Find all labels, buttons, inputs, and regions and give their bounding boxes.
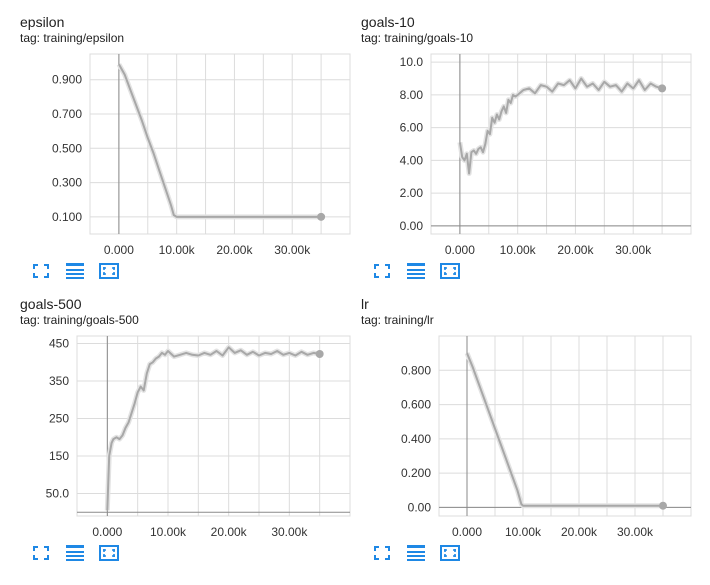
plot-area: 0.000 10.00k 20.00k 30.00k 0.100 0.300 0.500 0.… xyxy=(52,53,351,257)
chart-card-lr: lr tag: training/lr 0.000 10.00k 20.00k 30.… xyxy=(361,296,701,578)
y-tick-label: 10.0 xyxy=(400,55,424,69)
y-tick-label: 0.700 xyxy=(52,107,82,121)
data-table-icon[interactable] xyxy=(64,262,86,280)
y-tick-label: 350 xyxy=(49,374,69,388)
y-tick-label: 0.100 xyxy=(52,210,82,224)
chart-toolbar xyxy=(371,544,461,562)
chart-toolbar xyxy=(30,544,120,562)
chart-tag: tag: training/lr xyxy=(361,313,434,327)
chart-title: epsilon xyxy=(20,14,65,30)
expand-icon[interactable] xyxy=(30,262,52,280)
y-tick-label: 0.00 xyxy=(400,219,424,233)
plot-frame xyxy=(430,53,692,235)
expand-icon[interactable] xyxy=(371,544,393,562)
expand-icon[interactable] xyxy=(371,262,393,280)
y-tick-label: 250 xyxy=(49,412,69,426)
x-tick-label: 30.00k xyxy=(271,525,308,539)
y-tick-label: 0.900 xyxy=(52,73,82,87)
chart-toolbar xyxy=(371,262,461,280)
series-line xyxy=(118,63,322,218)
x-tick-label: 0.000 xyxy=(452,525,482,539)
series-line xyxy=(458,77,663,175)
fit-domain-icon[interactable] xyxy=(439,544,461,562)
x-tick-label: 30.00k xyxy=(615,243,652,257)
fit-domain-icon[interactable] xyxy=(98,262,120,280)
chart-tag: tag: training/goals-500 xyxy=(20,313,139,327)
chart-plot[interactable]: 0.000 10.00k 20.00k 30.00k 0.100 0.300 0.500 0.… xyxy=(20,14,360,257)
plot-frame xyxy=(76,335,351,517)
chart-card-goals-10: goals-10 tag: training/goals-10 0.000 10.… xyxy=(361,14,701,296)
chart-tag: tag: training/goals-10 xyxy=(361,31,474,45)
x-tick-label: 0.000 xyxy=(104,243,134,257)
series-endpoint xyxy=(317,212,326,221)
chart-title: goals-500 xyxy=(20,296,82,312)
chart-title: goals-10 xyxy=(361,14,415,30)
series-shadow xyxy=(464,352,663,509)
expand-icon[interactable] xyxy=(30,544,52,562)
chart-plot[interactable]: 0.000 10.00k 20.00k 30.00k 50.0 150 250 350 450 xyxy=(20,296,360,539)
x-tick-label: 20.00k xyxy=(211,525,248,539)
plot-area: 0.000 10.00k 20.00k 30.00k 0.00 2.00 4.00 6.00 8… xyxy=(400,53,692,257)
series-endpoint xyxy=(659,501,667,510)
fit-domain-icon[interactable] xyxy=(439,262,461,280)
chart-plot[interactable]: 0.000 10.00k 20.00k 30.00k 0.00 2.00 4.00 6.00 8… xyxy=(361,14,701,257)
y-tick-label: 6.00 xyxy=(400,121,424,135)
x-tick-label: 0.000 xyxy=(92,525,122,539)
x-tick-label: 30.00k xyxy=(617,525,654,539)
x-tick-label: 10.00k xyxy=(500,243,537,257)
data-table-icon[interactable] xyxy=(64,544,86,562)
plot-area: 0.000 10.00k 20.00k 30.00k 50.0 150 250 350 450 xyxy=(46,335,351,539)
series-endpoint xyxy=(315,350,324,358)
x-tick-label: 20.00k xyxy=(216,243,253,257)
chart-title: lr xyxy=(361,296,369,312)
y-tick-label: 8.00 xyxy=(400,88,424,102)
x-tick-label: 10.00k xyxy=(159,243,196,257)
data-table-icon[interactable] xyxy=(405,544,427,562)
series-line xyxy=(466,352,663,507)
chart-tag: tag: training/epsilon xyxy=(20,31,125,45)
plot-area: 0.000 10.00k 20.00k 30.00k 0.00 0.200 0.400 0.6… xyxy=(401,335,692,539)
chart-card-epsilon: epsilon tag: training/epsilon 0.000 10.00… xyxy=(20,14,360,296)
y-tick-label: 450 xyxy=(49,337,69,351)
chart-plot[interactable]: 0.000 10.00k 20.00k 30.00k 0.00 0.200 0.400 0.6… xyxy=(361,296,701,539)
x-tick-label: 20.00k xyxy=(557,243,594,257)
y-tick-label: 4.00 xyxy=(400,153,424,167)
x-tick-label: 20.00k xyxy=(561,525,598,539)
plot-frame xyxy=(89,53,351,235)
y-tick-label: 0.400 xyxy=(401,432,431,446)
plot-frame xyxy=(438,335,692,517)
series-endpoint xyxy=(658,84,667,93)
y-tick-label: 0.00 xyxy=(408,500,432,514)
data-table-icon[interactable] xyxy=(405,262,427,280)
series-line xyxy=(106,346,320,511)
y-tick-label: 0.300 xyxy=(52,176,82,190)
series-shadow xyxy=(104,344,321,511)
chart-toolbar xyxy=(30,262,120,280)
y-tick-label: 150 xyxy=(49,449,69,463)
y-tick-label: 2.00 xyxy=(400,186,424,200)
y-tick-label: 0.600 xyxy=(401,398,431,412)
y-tick-label: 50.0 xyxy=(46,487,70,501)
y-tick-label: 0.200 xyxy=(401,466,431,480)
x-tick-label: 10.00k xyxy=(505,525,542,539)
y-tick-label: 0.800 xyxy=(401,363,431,377)
x-tick-label: 10.00k xyxy=(150,525,187,539)
x-tick-label: 30.00k xyxy=(274,243,311,257)
y-tick-label: 0.500 xyxy=(52,141,82,155)
x-tick-label: 0.000 xyxy=(445,243,475,257)
chart-card-goals-500: goals-500 tag: training/goals-500 0.000 1… xyxy=(20,296,360,578)
fit-domain-icon[interactable] xyxy=(98,544,120,562)
